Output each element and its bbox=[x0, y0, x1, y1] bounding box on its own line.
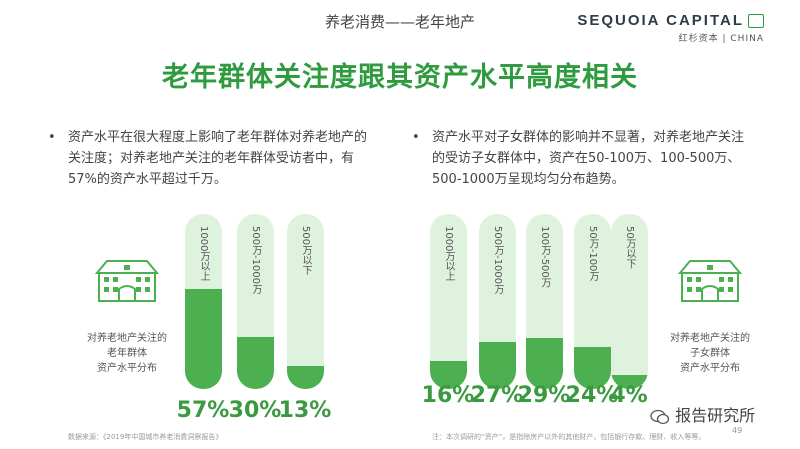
wechat-icon bbox=[650, 409, 670, 424]
bullet-dot: • bbox=[48, 130, 56, 145]
chart-category-label: 50万以下 bbox=[624, 226, 635, 269]
footnote: 注：本次调研的“资产”，是指除房产以外的其他财产，包括银行存款、理财、收入等等。 bbox=[432, 433, 706, 441]
watermark: 报告研究所 bbox=[650, 402, 755, 426]
chart-value-label: 24% bbox=[565, 383, 619, 408]
chart-category-label: 50万-100万 bbox=[587, 226, 598, 282]
chart-bar-fill bbox=[287, 366, 324, 389]
sequoia-logo-icon bbox=[748, 14, 764, 29]
chart-value-label: 30% bbox=[228, 398, 282, 423]
left-caption-line: 对养老地产关注的 bbox=[87, 333, 167, 344]
chart-bar: 50万-100万 bbox=[574, 214, 611, 389]
chart-bar-fill bbox=[526, 338, 563, 389]
brand-subtitle: 红杉资本 | CHINA bbox=[678, 34, 764, 44]
chart-value-label: 13% bbox=[278, 398, 332, 423]
page-title: 老年群体关注度跟其资产水平高度相关 bbox=[162, 62, 638, 93]
chart-bar-fill bbox=[611, 375, 648, 389]
left-bullet: • 资产水平在很大程度上影响了老年群体对养老地产的关注度；对养老地产关注的老年群… bbox=[48, 127, 368, 190]
chart-category-label: 100万-500万 bbox=[539, 226, 550, 288]
chart-bar: 100万-500万 bbox=[526, 214, 563, 389]
watermark-text: 报告研究所 bbox=[675, 406, 756, 425]
chart-bar-fill bbox=[237, 336, 274, 389]
chart-bar: 500万以下 bbox=[287, 214, 324, 389]
bullet-dot: • bbox=[412, 130, 420, 145]
right-bullet: • 资产水平对子女群体的影响并不显著，对养老地产关注的受访子女群体中，资产在50… bbox=[412, 127, 752, 190]
chart-bar: 500万-1000万 bbox=[237, 214, 274, 389]
brand: SEQUOIA CAPITAL 红杉资本 | CHINA bbox=[577, 12, 764, 44]
chart-bar-fill bbox=[479, 341, 516, 389]
chart-value-label: 29% bbox=[517, 383, 571, 408]
left-caption-line: 老年群体 bbox=[107, 348, 147, 359]
chart-bar: 50万以下 bbox=[611, 214, 648, 389]
chart-value-label: 4% bbox=[610, 383, 648, 408]
left-caption-line: 资产水平分布 bbox=[97, 363, 157, 374]
chart-bar: 500万-1000万 bbox=[479, 214, 516, 389]
chart-category-label: 500万-1000万 bbox=[492, 226, 503, 295]
page-number: 49 bbox=[732, 426, 743, 435]
chart-bar: 1000万以上 bbox=[185, 214, 222, 389]
chart-value-label: 57% bbox=[176, 398, 230, 423]
chart-value-label: 27% bbox=[470, 383, 524, 408]
chart-bar-fill bbox=[185, 289, 222, 389]
left-caption: 对养老地产关注的 老年群体 资产水平分布 bbox=[62, 331, 192, 376]
right-caption: 对养老地产关注的 子女群体 资产水平分布 bbox=[645, 331, 775, 376]
data-source: 数据来源：《2019年中国城市养老消费洞察报告》 bbox=[68, 433, 223, 441]
chart-category-label: 500万-1000万 bbox=[250, 226, 261, 295]
chart-bar-fill bbox=[430, 361, 467, 389]
chart-category-label: 1000万以上 bbox=[198, 226, 209, 282]
chart-category-label: 500万以下 bbox=[300, 226, 311, 276]
chart-value-label: 16% bbox=[421, 383, 475, 408]
right-bullet-text: 资产水平对子女群体的影响并不显著，对养老地产关注的受访子女群体中，资产在50-1… bbox=[432, 130, 745, 187]
right-caption-line: 子女群体 bbox=[690, 348, 730, 359]
right-caption-line: 资产水平分布 bbox=[680, 363, 740, 374]
section-subtitle: 养老消费——老年地产 bbox=[324, 13, 475, 31]
building-icon bbox=[677, 260, 743, 302]
brand-name: SEQUOIA CAPITAL bbox=[577, 12, 764, 29]
chart-bar-fill bbox=[574, 347, 611, 389]
right-caption-line: 对养老地产关注的 bbox=[670, 333, 750, 344]
building-icon bbox=[94, 260, 160, 302]
left-bullet-text: 资产水平在很大程度上影响了老年群体对养老地产的关注度；对养老地产关注的老年群体受… bbox=[68, 130, 368, 187]
chart-category-label: 1000万以上 bbox=[443, 226, 454, 282]
chart-bar: 1000万以上 bbox=[430, 214, 467, 389]
